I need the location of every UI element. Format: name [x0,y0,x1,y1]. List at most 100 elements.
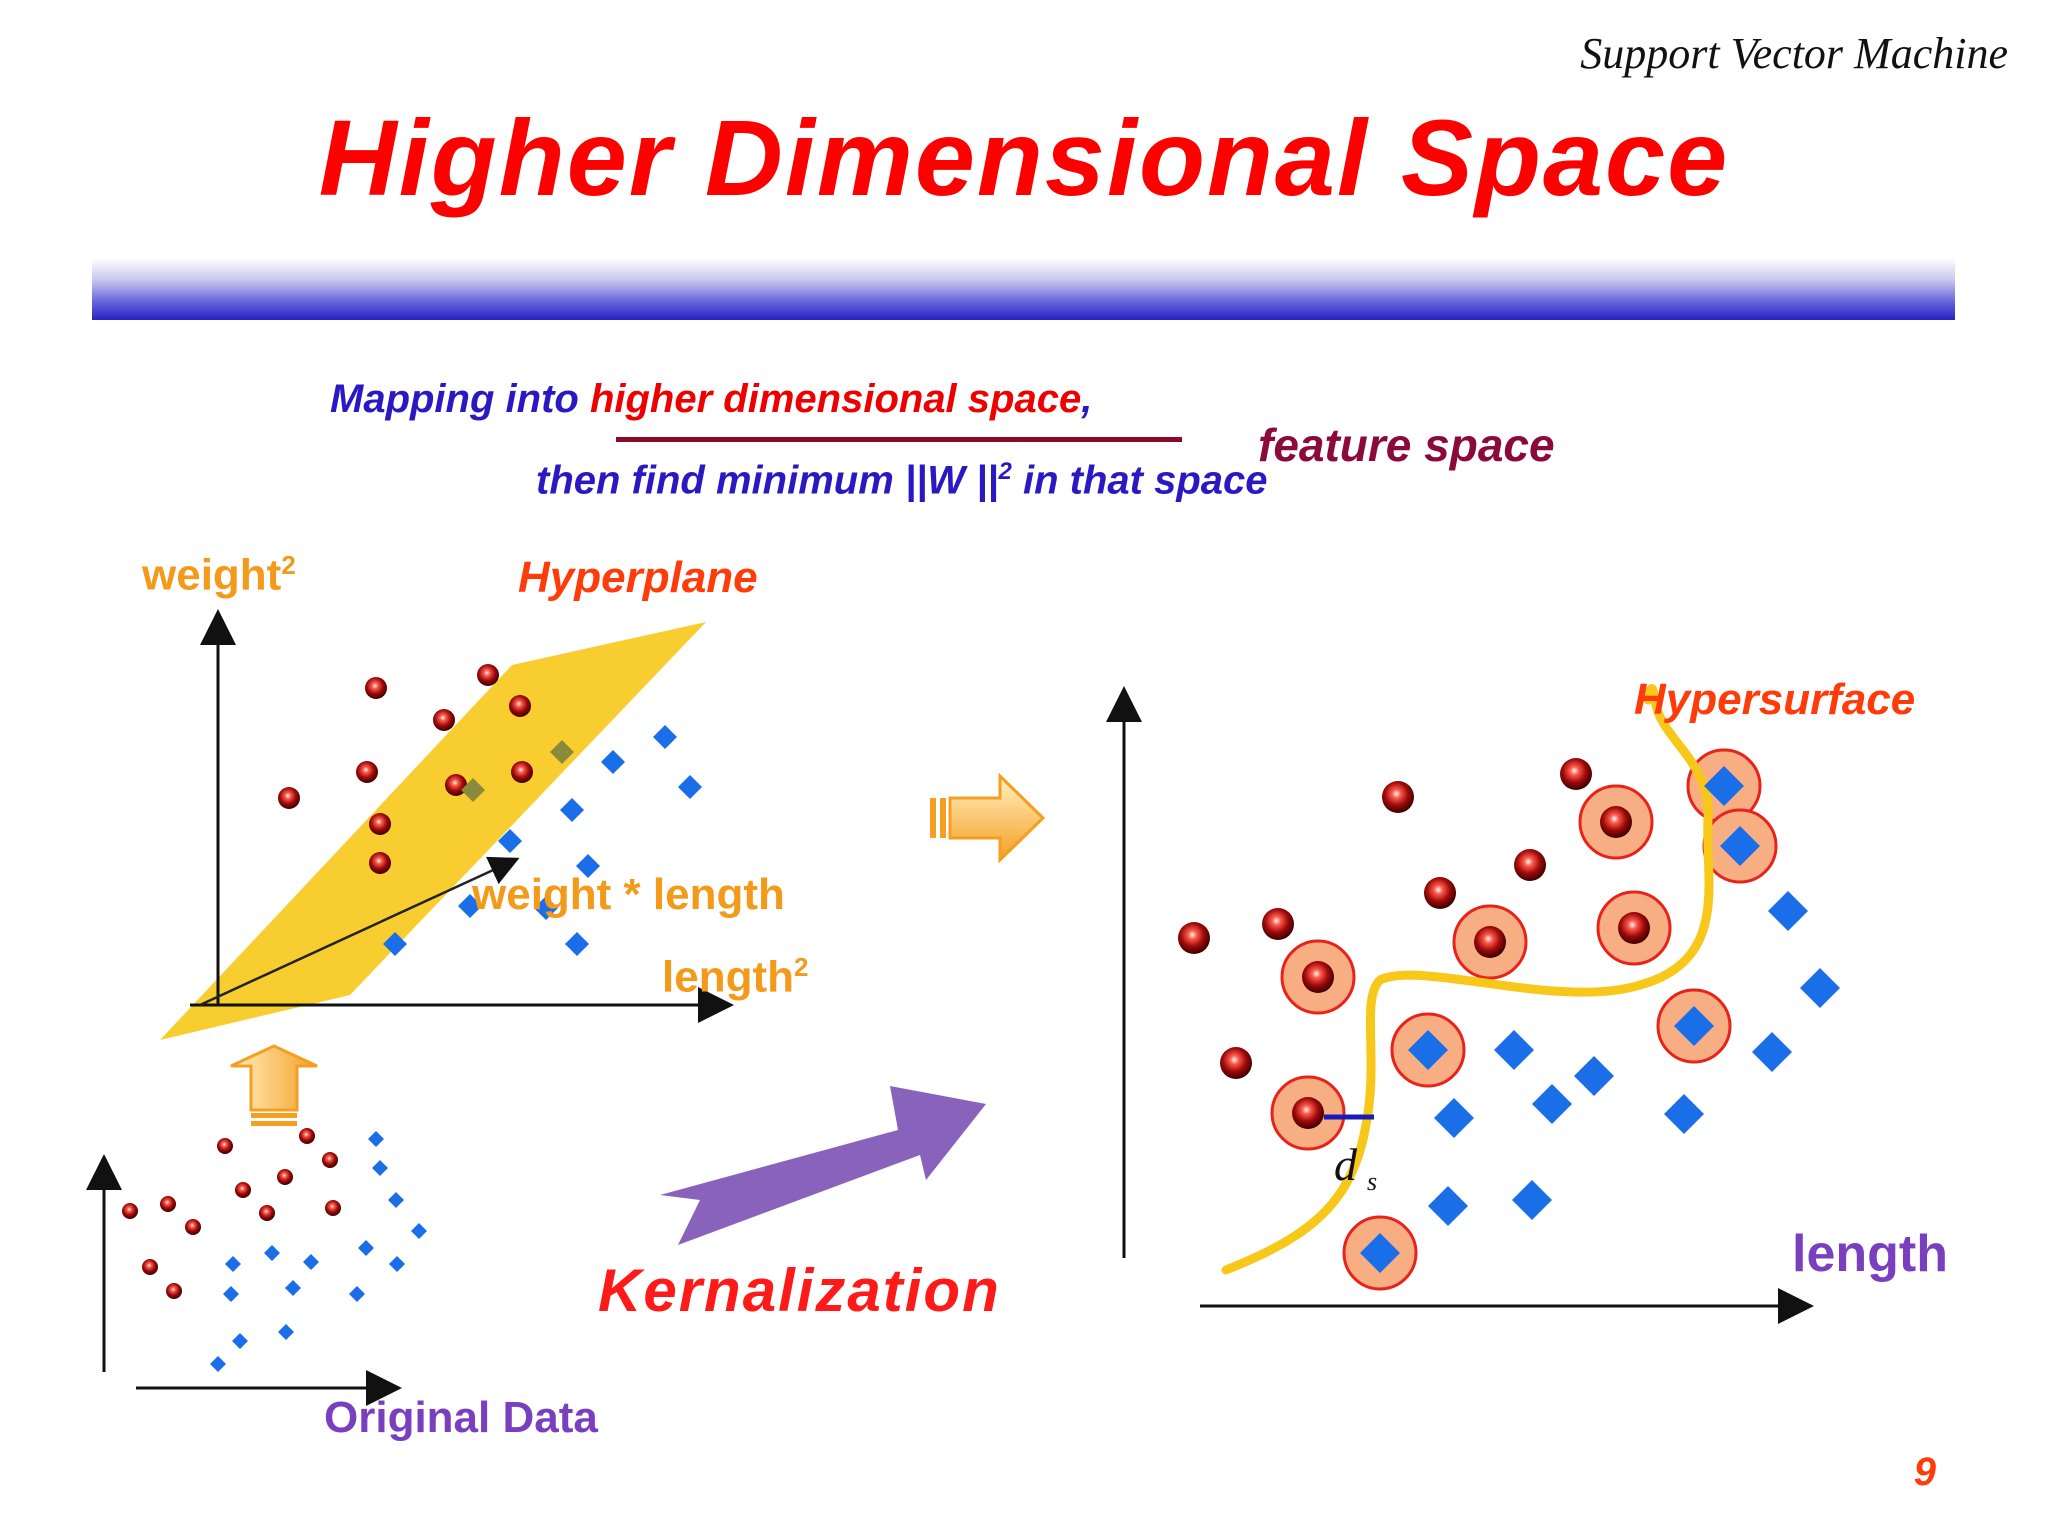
red-point [1474,926,1506,958]
left-red-points [278,664,533,874]
red-point [511,761,533,783]
blue-point [388,1192,404,1208]
blue-point [225,1256,241,1272]
red-point [217,1138,233,1154]
red-point [235,1182,251,1198]
blue-point [498,829,522,853]
hypersurface-label: Hypersurface [1634,675,1916,724]
blue-point [458,894,482,918]
red-point [185,1219,201,1235]
red-point [1262,908,1294,940]
red-point [477,664,499,686]
red-point [356,761,378,783]
red-point [1292,1097,1324,1129]
red-point [369,813,391,835]
left-y-axis-label: weight2 [142,550,296,601]
red-point [1382,781,1414,813]
red-point [122,1203,138,1219]
right-blue-points [1360,766,1840,1273]
blue-point [372,1160,388,1176]
blue-point [303,1254,319,1270]
kernalization-label: Kernalization [598,1257,1001,1324]
blue-point [223,1286,239,1302]
subtitle-line-1-end: , [1081,377,1093,421]
left-x-axis-label-sup: 2 [793,952,809,982]
blue-point [1704,766,1744,806]
highlight-underline [616,437,1182,442]
blue-point [1434,1098,1474,1138]
blue-point [383,932,407,956]
blue-point [678,775,702,799]
red-point [369,852,391,874]
blue-point [1768,891,1808,931]
blue-point-under-plane [550,740,574,764]
hypersurface-curve [1221,684,1714,1275]
margin-distance-label-main: d [1334,1139,1357,1190]
subtitle-line-2-sup: 2 [998,458,1012,485]
red-point [278,787,300,809]
subtitle-line-2-start: then find minimum ||W || [536,458,999,503]
red-point [509,695,531,717]
blue-point [411,1223,427,1239]
red-point [1600,806,1632,838]
blue-point [1532,1084,1572,1124]
subtitle-line-1: Mapping into higher dimensional space, [330,377,1092,422]
red-point [433,709,455,731]
right-x-axis-label: length [1792,1225,1948,1283]
blue-point [1752,1032,1792,1072]
blue-point [1408,1030,1448,1070]
blue-point [534,896,558,920]
blue-point [232,1333,248,1349]
blue-point [560,798,584,822]
red-point [325,1200,341,1216]
orig-red-points [122,1128,341,1299]
page-number: 9 [1913,1450,1936,1494]
blue-point [278,1324,294,1340]
red-point [1302,961,1334,993]
original-data-caption: Original Data [324,1393,598,1442]
red-point [365,677,387,699]
kernalization-arrow [660,1086,986,1245]
blue-point-under-plane [461,778,485,802]
blue-point [601,750,625,774]
blue-point [1674,1006,1714,1046]
blue-point [264,1245,280,1261]
red-point [1424,877,1456,909]
blue-point [1800,968,1840,1008]
blue-point [565,932,589,956]
map-arrow-up [230,1044,318,1126]
red-point [1178,922,1210,954]
red-point [1220,1047,1252,1079]
blue-point [576,854,600,878]
title-gradient-bar [92,258,1955,320]
blue-point [1512,1180,1552,1220]
red-point [259,1205,275,1221]
header-topic: Support Vector Machine [1580,29,2008,78]
subtitle-line-2: then find minimum ||W ||2 in that space [536,458,1267,503]
margin-distance-label-sub: s [1367,1167,1378,1196]
hyperplane-shape [160,622,706,1040]
blue-point [1664,1094,1704,1134]
left-blue-points [383,725,702,956]
blue-point [1574,1056,1614,1096]
vector-label: weight * length [472,870,785,919]
blue-point [1720,826,1760,866]
blue-point [349,1286,365,1302]
red-point [166,1283,182,1299]
red-point [299,1128,315,1144]
red-point [142,1259,158,1275]
left-x-axis-label: length2 [662,952,808,1003]
right-plot [1106,684,1840,1324]
red-point [277,1169,293,1185]
blue-point [368,1131,384,1147]
right-red-points [1178,758,1650,1129]
blue-point [210,1356,226,1372]
left-y-axis-label-sup: 2 [281,550,296,580]
original-data-plot [86,1128,427,1406]
blue-point [285,1280,301,1296]
red-point [1514,849,1546,881]
blue-point [1494,1030,1534,1070]
red-point [160,1196,176,1212]
subtitle-line-2-end: in that space [1011,458,1268,503]
